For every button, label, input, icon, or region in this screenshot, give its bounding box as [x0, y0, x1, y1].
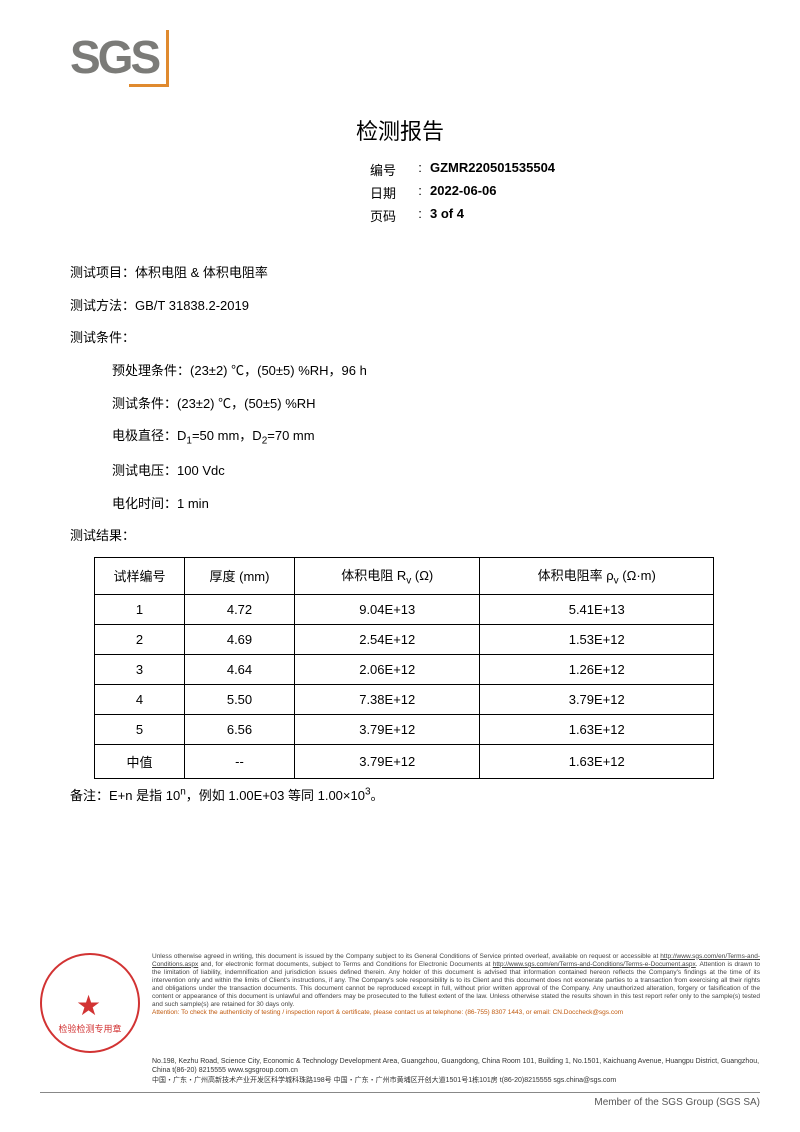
meta-no-label: 编号	[370, 160, 410, 179]
th-sample: 试样编号	[95, 558, 185, 595]
table-row: 中值--3.79E+121.63E+12	[95, 744, 714, 778]
inspection-stamp: ★ 检验检测专用章	[40, 953, 140, 1053]
footnote: 备注：E+n 是指 10n，例如 1.00E+03 等同 1.00×103。	[70, 785, 730, 804]
meta-date-value: 2022-06-06	[430, 183, 497, 202]
meta-page-value: 3 of 4	[430, 206, 464, 225]
meta-date-label: 日期	[370, 183, 410, 202]
cond-test: 测试条件：(23±2) ℃，(50±5) %RH	[70, 392, 730, 417]
page-footer: ★ 检验检测专用章 Unless otherwise agreed in wri…	[0, 953, 800, 1108]
meta-page-label: 页码	[370, 206, 410, 225]
test-item: 测试项目：体积电阻 & 体积电阻率	[70, 261, 730, 286]
footer-address: No.198, Kezhu Road, Science City, Econom…	[152, 1057, 760, 1086]
cond-voltage: 测试电压：100 Vdc	[70, 459, 730, 484]
logo-text: SGS	[70, 30, 169, 84]
disclaimer-text: Unless otherwise agreed in writing, this…	[152, 953, 760, 1018]
report-meta: 编号 : GZMR220501535504 日期 : 2022-06-06 页码…	[370, 160, 730, 225]
table-row: 24.692.54E+121.53E+12	[95, 624, 714, 654]
results-table: 试样编号 厚度 (mm) 体积电阻 Rv (Ω) 体积电阻率 ρv (Ω·m) …	[94, 557, 714, 779]
cond-electrode: 电极直径：D1=50 mm，D2=70 mm	[70, 424, 730, 451]
th-rv: 体积电阻 Rv (Ω)	[295, 558, 480, 595]
table-row: 56.563.79E+121.63E+12	[95, 714, 714, 744]
results-label: 测试结果：	[70, 524, 730, 549]
th-rhov: 体积电阻率 ρv (Ω·m)	[480, 558, 714, 595]
meta-no-value: GZMR220501535504	[430, 160, 555, 179]
sgs-logo: SGS	[70, 30, 730, 84]
test-method: 测试方法：GB/T 31838.2-2019	[70, 294, 730, 319]
table-row: 14.729.04E+135.41E+13	[95, 594, 714, 624]
cond-time: 电化时间：1 min	[70, 492, 730, 517]
report-title: 检测报告	[70, 114, 730, 146]
table-row: 45.507.38E+123.79E+12	[95, 684, 714, 714]
test-conditions-label: 测试条件：	[70, 326, 730, 351]
member-line: Member of the SGS Group (SGS SA)	[40, 1092, 760, 1108]
cond-pretreat: 预处理条件：(23±2) ℃，(50±5) %RH，96 h	[70, 359, 730, 384]
table-row: 34.642.06E+121.26E+12	[95, 654, 714, 684]
th-thickness: 厚度 (mm)	[185, 558, 295, 595]
